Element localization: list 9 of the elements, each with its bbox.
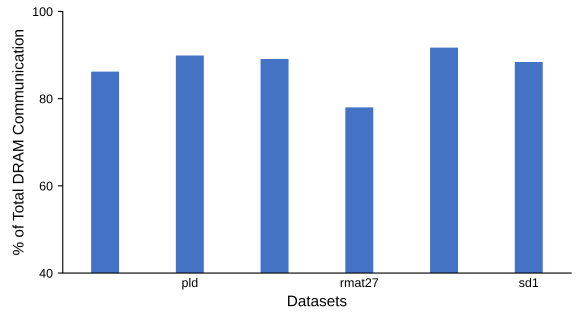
y-tick-label: 40	[39, 268, 53, 278]
y-tick-label: 60	[40, 182, 53, 190]
x-axis-title: Datasets	[288, 296, 347, 306]
x-tick-label: sd1	[519, 278, 538, 288]
y-tick-label: 80	[40, 94, 53, 104]
y-axis-title: % of Total DRAM Communication	[12, 30, 24, 255]
y-tick-label: 100	[33, 7, 53, 16]
x-tick-label: pld	[182, 278, 198, 290]
x-tick-label: rmat27	[340, 278, 378, 288]
